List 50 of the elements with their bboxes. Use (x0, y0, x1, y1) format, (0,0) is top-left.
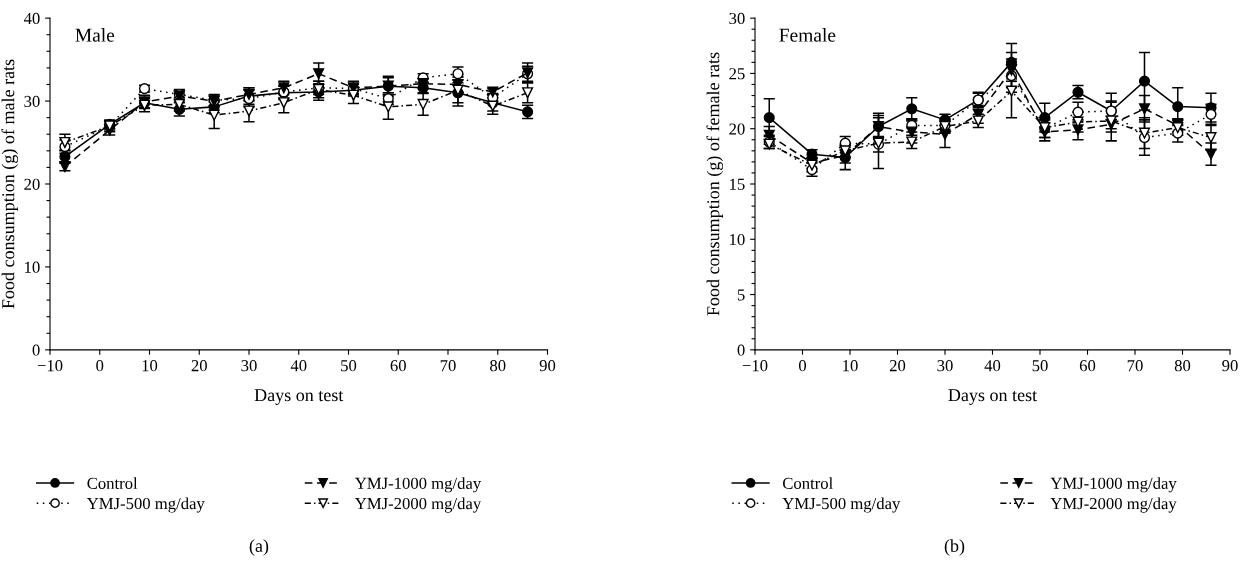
legend-label: YMJ-2000 mg/day (1050, 497, 1177, 513)
chart-title: Male (75, 28, 115, 42)
x-tick-label: 10 (142, 360, 158, 372)
x-tick-label: 70 (440, 360, 456, 372)
legend-label: YMJ-500 mg/day (782, 497, 901, 513)
legend-label: Control (782, 477, 833, 489)
x-tick-label: 0 (96, 360, 104, 372)
x-tick-label: 90 (539, 360, 556, 372)
x-tick-label: 20 (889, 360, 906, 372)
y-tick-label: 30 (24, 95, 40, 108)
y-tick-label: 0 (32, 344, 40, 356)
y-tick-label: 5 (737, 289, 745, 301)
x-tick-label: −10 (742, 360, 768, 372)
x-tick-label: 40 (984, 360, 1001, 372)
y-tick-label: 0 (737, 344, 745, 356)
y-tick-label: 10 (25, 261, 40, 273)
x-tick-label: 30 (937, 360, 953, 372)
x-tick-label: 90 (1222, 360, 1238, 372)
x-tick-label: 30 (241, 360, 257, 372)
y-axis-title: Food consumption (g) of male rats (1, 59, 19, 309)
y-axis-title: Food consumption (g) of female rats (706, 52, 724, 316)
x-tick-label: 60 (1079, 360, 1096, 372)
y-tick-label: 25 (729, 68, 745, 80)
legend-label: Control (87, 477, 138, 489)
legend-label: YMJ-500 mg/day (86, 497, 205, 513)
x-tick-label: 50 (1032, 360, 1048, 372)
legend-label: YMJ-1000 mg/day (1050, 477, 1177, 493)
y-tick-label: 15 (730, 178, 745, 190)
x-tick-label: 80 (490, 360, 506, 372)
legend-label: YMJ-2000 mg/day (354, 497, 482, 513)
chart-title: Female (779, 28, 836, 42)
y-tick-label: 10 (730, 233, 745, 246)
x-axis-title: Days on test (948, 389, 1038, 405)
x-axis-title: Days on test (254, 389, 344, 405)
x-tick-label: 0 (798, 360, 807, 372)
x-tick-label: 40 (290, 360, 307, 372)
x-tick-label: 10 (843, 360, 858, 372)
x-tick-label: 70 (1127, 360, 1143, 372)
text: (a) (249, 539, 269, 556)
x-tick-label: 50 (341, 360, 357, 372)
y-tick-label: 20 (729, 123, 745, 135)
y-tick-label: 40 (23, 12, 40, 25)
x-tick-label: −10 (37, 360, 63, 372)
x-tick-label: 20 (191, 360, 207, 372)
x-tick-label: 80 (1174, 360, 1191, 372)
y-tick-label: 30 (729, 12, 745, 25)
y-tick-label: 20 (24, 178, 40, 190)
legend-label: YMJ-1000 mg/day (354, 477, 482, 493)
x-tick-label: 60 (390, 360, 406, 372)
text: (b) (944, 539, 965, 556)
